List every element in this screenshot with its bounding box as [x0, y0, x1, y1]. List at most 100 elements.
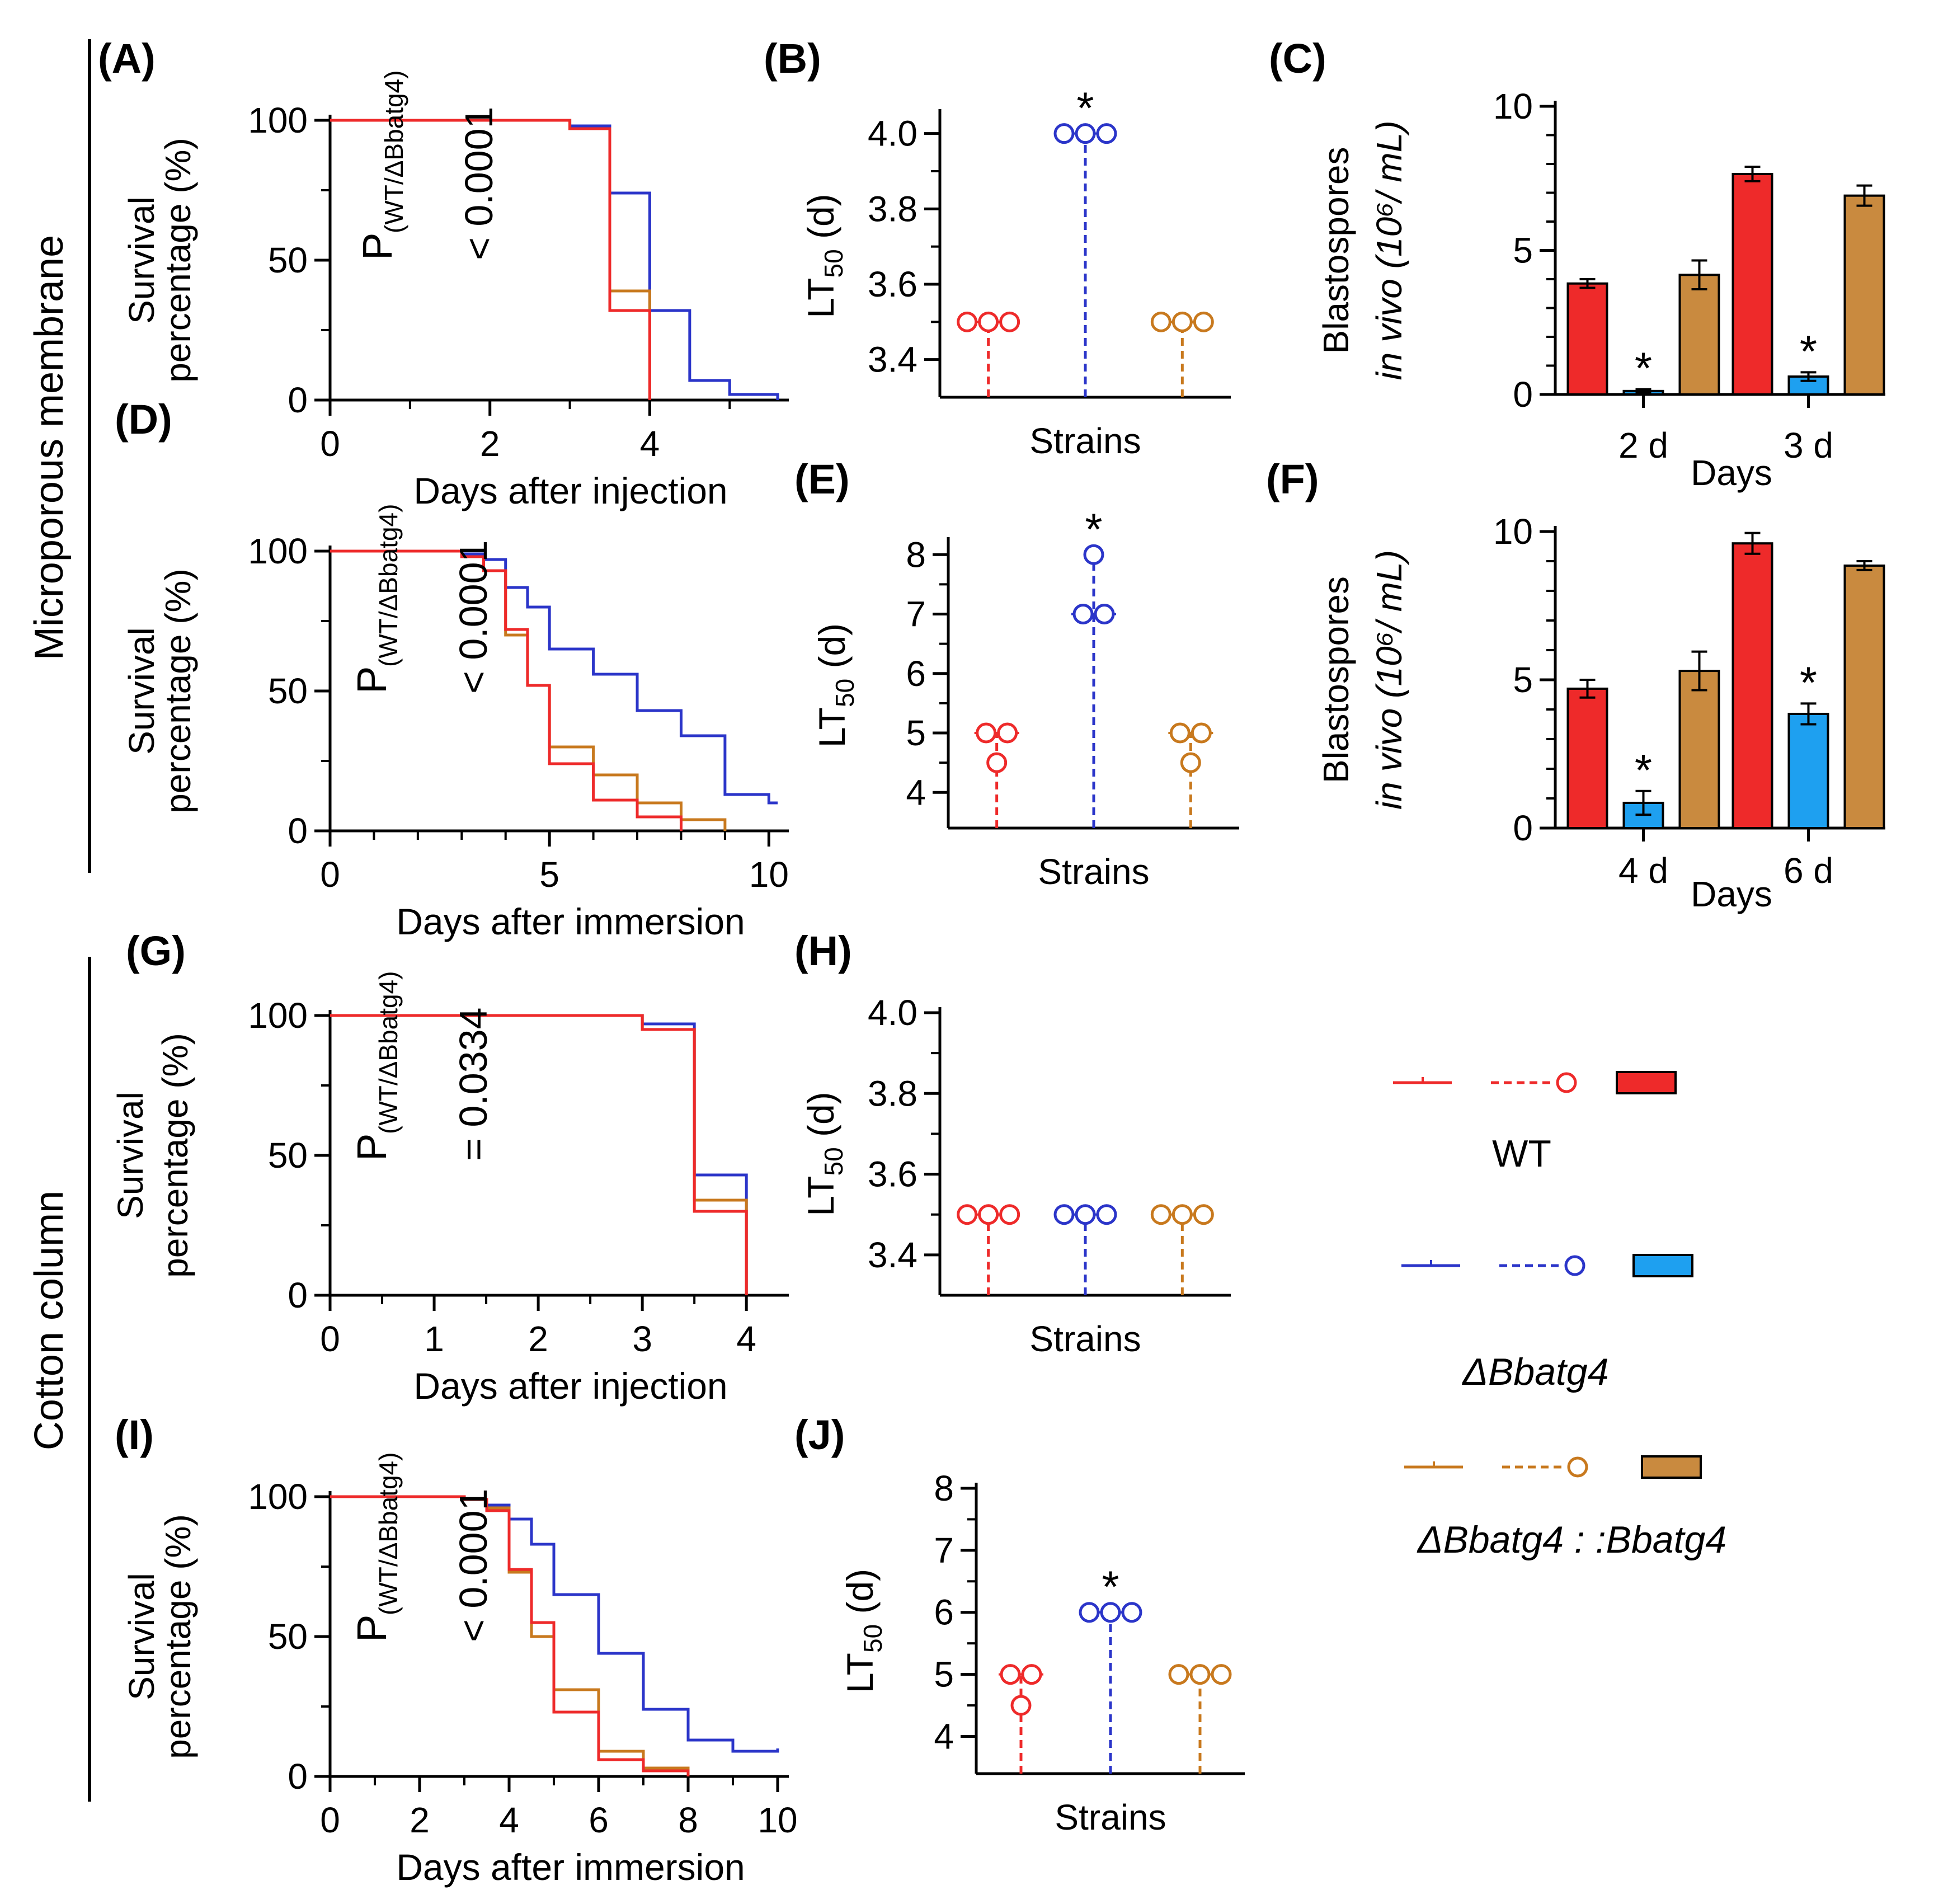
lt50-point [1053, 1204, 1075, 1225]
y-tick-label: 6 [906, 654, 926, 694]
y-label-main: LT [839, 1653, 881, 1693]
x-tick-label: 0 [320, 1800, 340, 1840]
p-value-subscript: (WT/ΔBbatg4) [374, 1452, 403, 1615]
panel-label: (D) [115, 396, 172, 443]
y-label-tail: (d) [839, 1569, 881, 1624]
significance-star: * [1635, 344, 1652, 393]
y-tick-label: 50 [268, 1135, 308, 1176]
x-tick-label: 10 [749, 854, 789, 895]
legend-complement-label: ΔBbatg4 : :Bbatg4 [1417, 1519, 1726, 1561]
p-value-text: = 0.0334 [451, 1008, 495, 1161]
lt50-point [978, 311, 999, 332]
y-axis-label-line1: Survival [121, 196, 162, 324]
lt50-point [1180, 752, 1201, 773]
lt50-point [1150, 1204, 1171, 1225]
x-tick-label: 4 [736, 1319, 756, 1359]
lt50-point [1075, 123, 1096, 144]
significance-star: * [1635, 745, 1652, 795]
y-tick-label: 100 [248, 1477, 308, 1517]
significance-star: * [1076, 83, 1094, 133]
y-tick-label: 5 [934, 1654, 954, 1695]
x-tick-label: 0 [320, 1319, 340, 1359]
x-tick-label: 4 [640, 424, 660, 464]
y-axis-label: LT50 (d) [839, 1569, 887, 1693]
p-value-subscript: (WT/ΔBbatg4) [374, 971, 403, 1134]
x-tick-label: 2 d [1618, 425, 1668, 466]
lt50-point [999, 1204, 1020, 1225]
y-tick-label: 5 [1513, 660, 1533, 700]
y-tick-label: 0 [288, 380, 308, 420]
panel-label: (E) [794, 456, 850, 502]
x-tick-label: 4 d [1618, 850, 1668, 891]
p-value-subscript: (WT/ΔBbatg4) [374, 504, 403, 667]
significance-star: * [1102, 1562, 1119, 1612]
p-value-text: < 0.0001 [451, 1489, 495, 1642]
y-axis-label: LT50 (d) [800, 1092, 848, 1216]
y-tick-label: 0 [288, 811, 308, 851]
y-tick-label: 4.0 [868, 114, 917, 154]
chart-panel-b: (B) 3.4 3.6 3.8 4.0 Strains LT50 (d) * [764, 35, 1231, 461]
y-tick-label: 0 [288, 1756, 308, 1797]
legend-complement-circle [1567, 1456, 1588, 1478]
lt50-point [999, 311, 1020, 332]
x-axis-label: Strains [1038, 852, 1149, 892]
x-axis-label: Days after immersion [396, 901, 745, 942]
legend-item-wt: WT [1393, 1071, 1677, 1175]
y-tick-label: 7 [934, 1530, 954, 1571]
bar-mutant_bar [1787, 712, 1829, 829]
bar-complement_bar [1678, 274, 1720, 396]
y-axis-label-line2: percentage (%) [158, 138, 198, 383]
p-value-text: < 0.0001 [451, 540, 495, 694]
x-tick-label: 2 [480, 424, 500, 464]
legend-complement-bar [1641, 1455, 1702, 1479]
bar-wt [1731, 542, 1773, 829]
chart-panel-h: (H) 3.4 3.6 3.8 4.0 Strains LT50 (d) [794, 928, 1231, 1359]
x-tick-label: 5 [539, 854, 559, 895]
y-label-tail: (d) [811, 623, 853, 679]
lt50-point [1094, 604, 1115, 624]
y-axis-label: LT50 (d) [800, 194, 848, 318]
lt50-point [1168, 1664, 1189, 1685]
legend-item-mutant: ΔBbatg4 [1401, 1254, 1693, 1393]
y-tick-label: 100 [248, 100, 308, 140]
x-axis-label: Strains [1055, 1797, 1166, 1837]
legend-item-complement: ΔBbatg4 : :Bbatg4 [1404, 1455, 1726, 1561]
panel-label: (G) [126, 928, 186, 974]
lt50-point [1021, 1664, 1042, 1685]
y-label-main: LT [811, 707, 853, 748]
lt50-point [1191, 722, 1212, 744]
chart-panel-i: (I) 0 50 100 0 2 4 6 8 10 Days after immersion Surv… [115, 1412, 798, 1888]
y-tick-label: 4 [906, 772, 926, 812]
lt50-point [997, 722, 1018, 744]
x-tick-label: 6 [589, 1800, 609, 1840]
y-axis-label-line2: percentage (%) [158, 1514, 198, 1759]
bar-wt [1566, 687, 1608, 830]
legend-mutant-label: ΔBbatg4 [1461, 1351, 1608, 1393]
legend-mutant-circle [1564, 1255, 1585, 1276]
chart-panel-j: (J) 4 5 6 7 8 Strains LT50 (d) * [794, 1412, 1245, 1837]
y-tick-label: 3.8 [868, 1073, 917, 1113]
y-tick-label: 5 [1513, 231, 1533, 271]
series-line-wt [330, 1495, 690, 1776]
legend-wt-circle [1556, 1072, 1577, 1093]
y-axis-label-line2: percentage (%) [155, 1033, 195, 1278]
lt50-point [1189, 1664, 1211, 1685]
p-value-annotation: P(WT/ΔBbatg4) < 0.0001 [349, 504, 495, 694]
x-tick-label: 2 [410, 1800, 430, 1840]
chart-panel-e: (E) 4 5 6 7 8 Strains LT50 (d) * [794, 456, 1239, 892]
y-label-main: LT [800, 1176, 841, 1216]
lt50-point [1083, 544, 1104, 565]
y-tick-label: 3.6 [868, 264, 917, 304]
x-tick-label: 3 [632, 1319, 652, 1359]
y-tick-label: 8 [906, 534, 926, 575]
x-tick-label: 8 [678, 1800, 698, 1840]
lt50-point [1096, 1204, 1117, 1225]
bar-wt [1731, 173, 1773, 396]
p-value-letter: P [349, 1615, 395, 1642]
p-value-subscript: (WT/ΔBbatg4) [379, 70, 408, 233]
y-tick-label: 0 [288, 1275, 308, 1315]
x-axis-label: Days after injection [413, 470, 727, 511]
y-tick-label: 3.4 [868, 1235, 917, 1275]
